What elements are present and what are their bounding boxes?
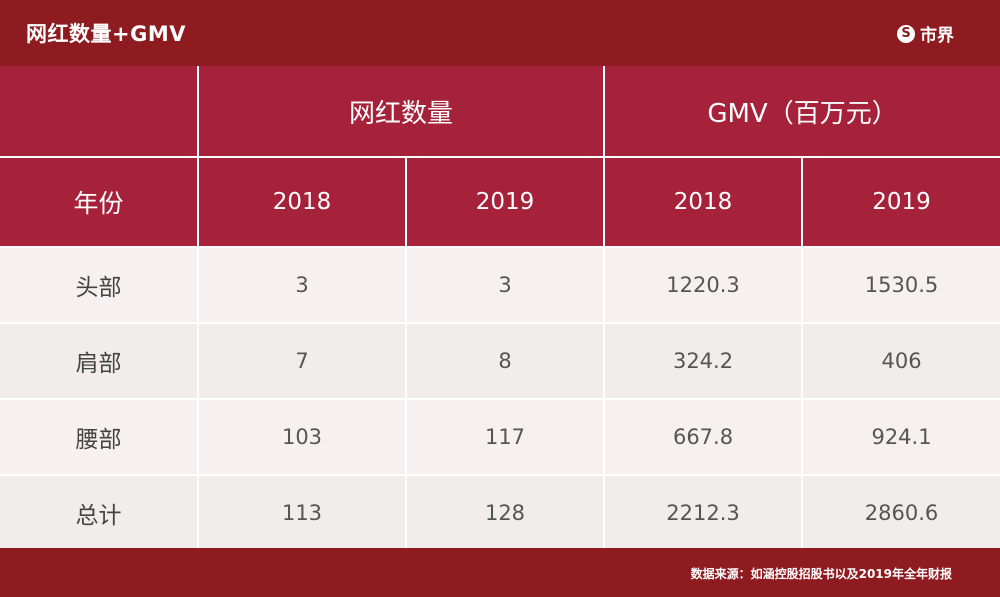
page-title: 网红数量+GMV	[26, 22, 186, 46]
brand-name: 市界	[920, 26, 954, 46]
brand-s-icon: S	[897, 24, 915, 43]
table-cell: 3	[197, 247, 407, 324]
table-cell: 667.8	[603, 399, 804, 476]
group-header-influencer-count: 网红数量	[196, 66, 606, 158]
group-header-row: 网红数量 GMV（百万元）	[0, 66, 1000, 158]
year-header: 2019	[404, 156, 606, 248]
table-row: 肩部 7 8 324.2 406	[0, 323, 1000, 400]
table-cell: 406	[801, 323, 1000, 400]
row-label: 腰部	[0, 399, 199, 476]
table-cell: 113	[197, 475, 407, 552]
year-header: 2018	[197, 156, 407, 248]
table-cell: 1220.3	[603, 247, 804, 324]
brand-logo: S 市界	[897, 21, 954, 46]
footer-bar: 数据来源：如涵控股招股书以及2019年全年财报	[0, 548, 1000, 597]
table-cell: 103	[197, 399, 407, 476]
table-cell: 2212.3	[603, 475, 804, 552]
group-header-gmv: GMV（百万元）	[603, 66, 1000, 158]
table-cell: 117	[404, 399, 606, 476]
table-cell: 3	[404, 247, 606, 324]
table-cell: 8	[404, 323, 606, 400]
row-label: 肩部	[0, 323, 199, 400]
row-header-label: 年份	[0, 156, 199, 248]
year-header: 2019	[801, 156, 1000, 248]
table-cell: 924.1	[801, 399, 1000, 476]
table-cell: 2860.6	[801, 475, 1000, 552]
data-source-note: 数据来源：如涵控股招股书以及2019年全年财报	[690, 567, 952, 581]
data-table-container: 网红数量 GMV（百万元） 年份 2018 2019 2018 2019 头部 …	[0, 66, 1000, 552]
row-label: 总计	[0, 475, 199, 552]
table-row: 总计 113 128 2212.3 2860.6	[0, 475, 1000, 552]
table-cell: 1530.5	[801, 247, 1000, 324]
table-row: 头部 3 3 1220.3 1530.5	[0, 247, 1000, 324]
table-row: 腰部 103 117 667.8 924.1	[0, 399, 1000, 476]
table-cell: 128	[404, 475, 606, 552]
table-cell: 7	[197, 323, 407, 400]
data-table: 网红数量 GMV（百万元） 年份 2018 2019 2018 2019 头部 …	[0, 66, 1000, 552]
top-bar: 网红数量+GMV S 市界	[0, 0, 1000, 66]
year-header-row: 年份 2018 2019 2018 2019	[0, 156, 1000, 248]
corner-cell	[0, 66, 199, 158]
year-header: 2018	[603, 156, 804, 248]
table-cell: 324.2	[603, 323, 804, 400]
row-label: 头部	[0, 247, 199, 324]
